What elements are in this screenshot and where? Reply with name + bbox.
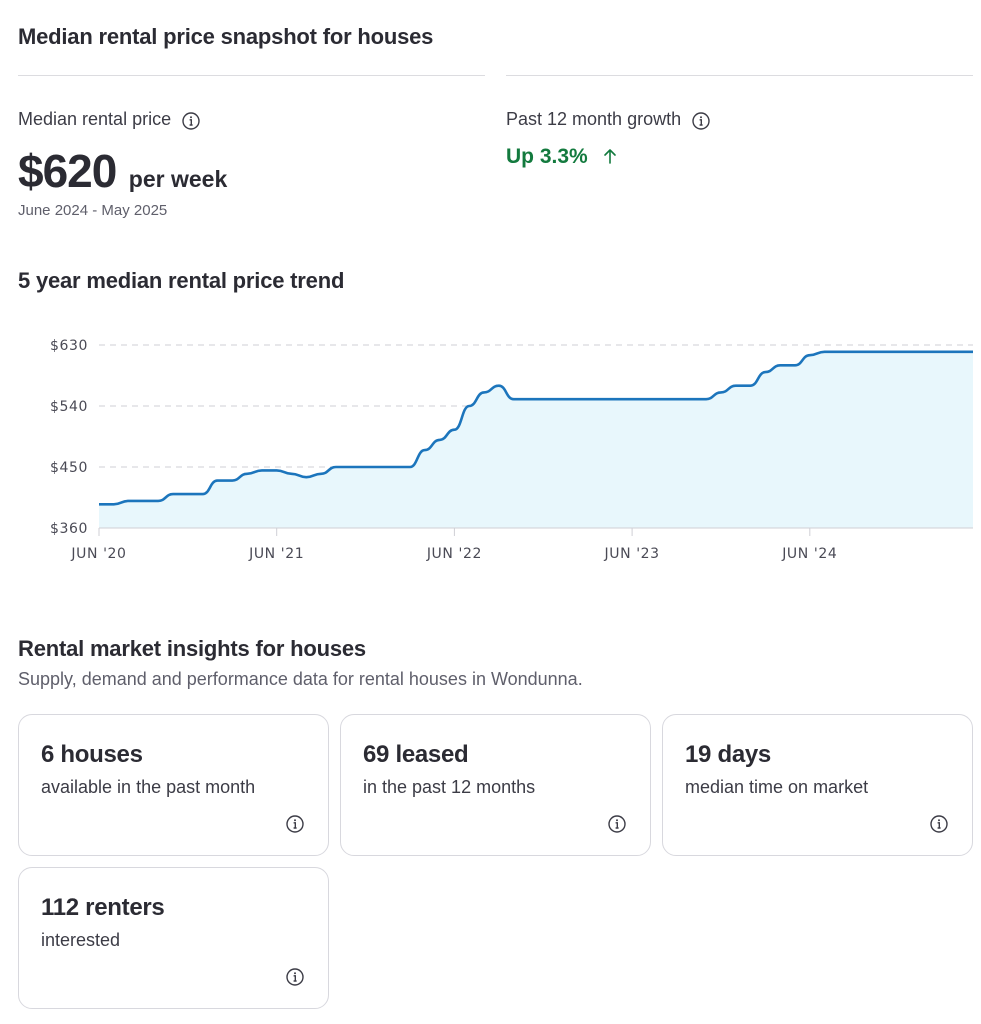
card-value: 112 renters (41, 894, 165, 921)
trend-chart: $630 $540 $450 $360 JUN '20 JUN '21 JUN '22 JUN… (50, 338, 974, 562)
card-description: interested (41, 930, 121, 950)
card-value: 69 leased (363, 741, 469, 768)
growth-value: Up 3.3% (506, 145, 588, 168)
card-description: median time on market (685, 777, 869, 797)
info-circle-icon[interactable] (286, 968, 304, 986)
x-tick-label: JUN '23 (604, 546, 660, 562)
growth-label-row: Past 12 month growth (506, 109, 710, 130)
card-description: in the past 12 months (363, 777, 536, 797)
x-tick-label: JUN '20 (70, 546, 126, 562)
insight-card-renters: 112 renters interested (18, 867, 329, 1009)
median-price-label: Median rental price (18, 109, 172, 129)
median-price-label-row: Median rental price (18, 109, 200, 130)
median-price-value: $620 (18, 145, 117, 197)
growth-label: Past 12 month growth (506, 109, 682, 129)
card-value: 19 days (685, 741, 771, 768)
price-period: June 2024 - May 2025 (18, 202, 168, 219)
insight-card-available: 6 houses available in the past month (18, 714, 329, 856)
trend-title: 5 year median rental price trend (18, 268, 345, 293)
info-circle-icon[interactable] (930, 815, 948, 833)
insight-card-days: 19 days median time on market (662, 714, 973, 856)
median-price-row: $620 per week (18, 144, 227, 198)
divider-right (506, 75, 973, 76)
series-line (99, 350, 974, 506)
insights-title: Rental market insights for houses (18, 636, 366, 661)
area-fill (99, 351, 973, 528)
info-circle-icon[interactable] (181, 112, 200, 130)
x-tick-label: JUN '24 (781, 546, 837, 562)
info-circle-icon[interactable] (608, 815, 626, 833)
y-tick-label: $630 (50, 338, 88, 354)
x-tick-label: JUN '21 (248, 546, 304, 562)
growth-row: Up 3.3% (506, 145, 618, 170)
divider-left (18, 75, 485, 76)
x-tick-label: JUN '22 (426, 546, 482, 562)
y-tick-label: $540 (50, 399, 88, 415)
price-unit: per week (128, 166, 228, 192)
card-value: 6 houses (41, 741, 143, 768)
insight-card-leased: 69 leased in the past 12 months (340, 714, 651, 856)
arrow-up-icon (602, 147, 618, 170)
insights-subtitle: Supply, demand and performance data for … (18, 669, 583, 689)
y-tick-label: $360 (50, 521, 88, 537)
snapshot-title: Median rental price snapshot for houses (18, 24, 434, 49)
card-description: available in the past month (41, 777, 256, 797)
info-circle-icon[interactable] (691, 112, 710, 130)
info-circle-icon[interactable] (286, 815, 304, 833)
y-tick-label: $450 (50, 460, 88, 476)
